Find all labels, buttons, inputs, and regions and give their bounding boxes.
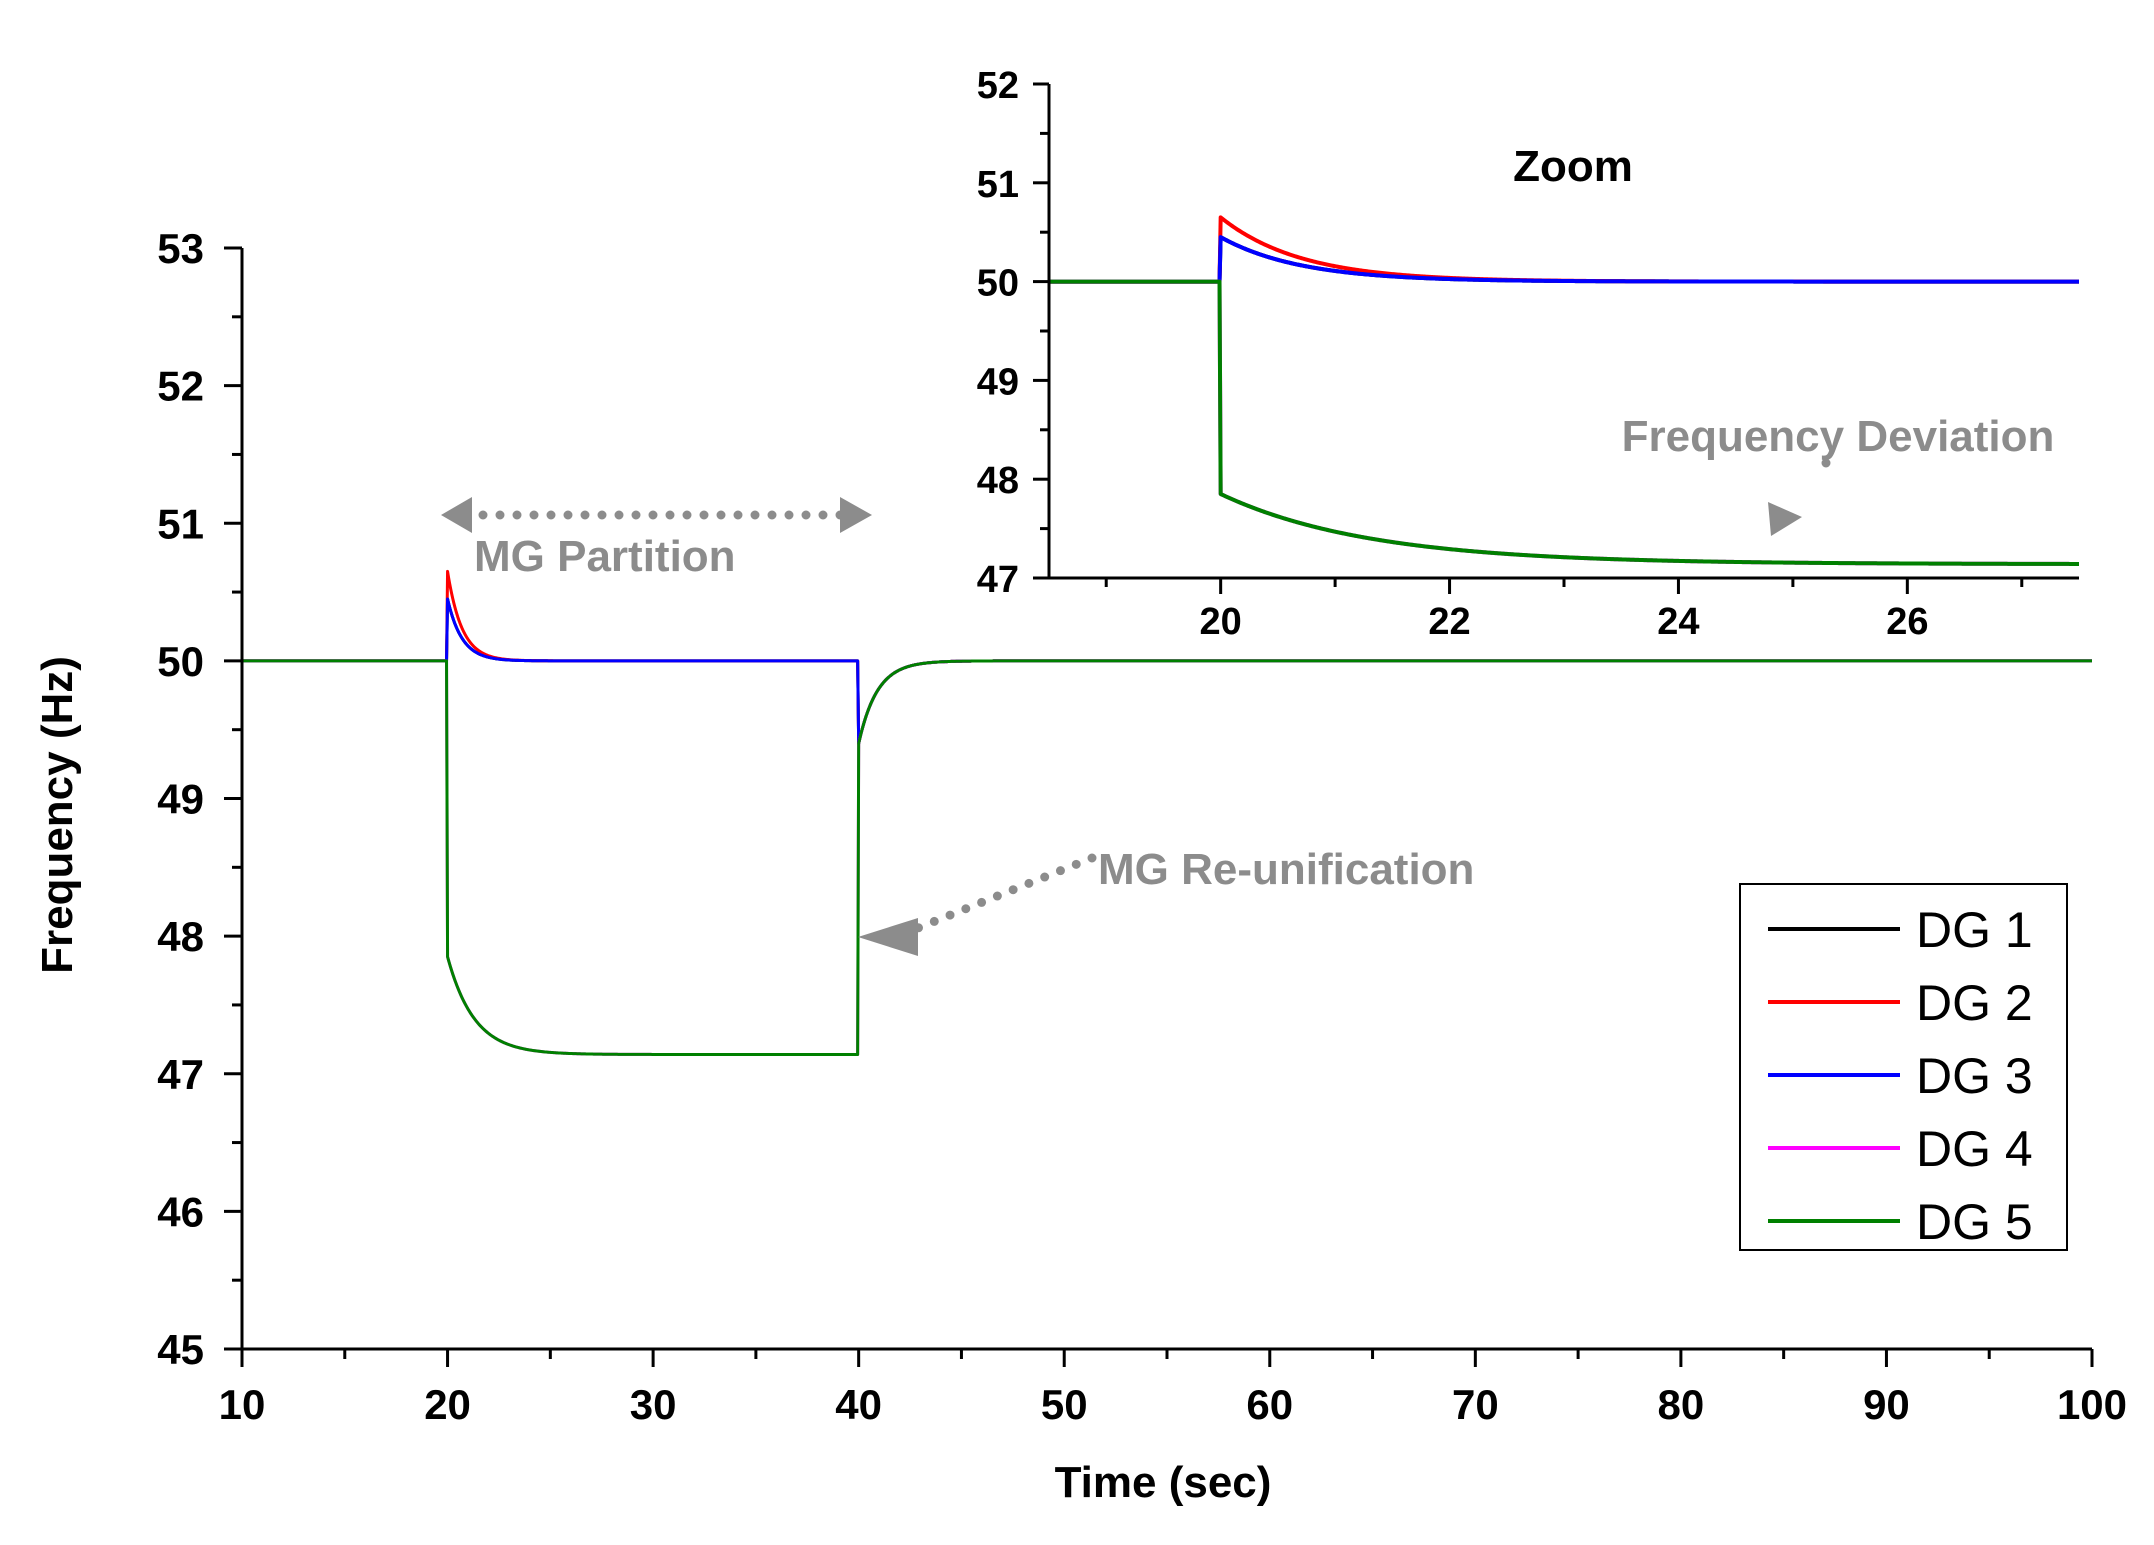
main-series-line-dg-1 <box>241 597 2093 745</box>
deviation-arrow <box>1815 458 1831 480</box>
inset-title: Zoom <box>1513 142 1633 191</box>
reunification-arrow <box>903 853 1097 937</box>
main-y-tick-label: 46 <box>157 1188 204 1235</box>
main-y-tick-label: 49 <box>157 776 204 823</box>
main-y-tick-label: 53 <box>157 225 204 272</box>
main-x-tick-label: 20 <box>424 1381 471 1428</box>
reunification-arrow-head <box>858 918 918 956</box>
reunification-label: MG Re-unification <box>1098 845 1474 894</box>
inset-x-tick-label: 26 <box>1886 601 1928 643</box>
main-y-tick-label: 45 <box>157 1326 204 1373</box>
main-x-tick-label: 40 <box>835 1381 882 1428</box>
deviation-label: Frequency Deviation <box>1622 412 2055 461</box>
main-y-tick-label: 50 <box>157 638 204 685</box>
legend-item-dg-1: DG 1 <box>1768 902 2033 958</box>
legend-item-dg-4: DG 4 <box>1768 1121 2033 1177</box>
legend-label: DG 3 <box>1916 1048 2033 1104</box>
inset-y-tick-label: 49 <box>977 361 1019 403</box>
y-axis-title: Frequency (Hz) <box>33 656 82 974</box>
legend-box <box>1739 883 2068 1251</box>
inset-x-tick-label: 20 <box>1200 601 1242 643</box>
inset-x-axis-ticks: 20 22 24 26 <box>1104 578 2024 643</box>
main-y-tick-label: 51 <box>157 500 204 547</box>
main-x-tick-label: 50 <box>1041 1381 1088 1428</box>
main-x-tick-label: 70 <box>1452 1381 1499 1428</box>
inset-x-tick-label: 22 <box>1428 601 1470 643</box>
annotations-layer: MG Partition MG Re-unification <box>441 497 1474 956</box>
inset-y-axis-ticks: 47 48 49 50 51 52 <box>977 65 1049 601</box>
partition-arrow-head-left <box>441 497 472 533</box>
legend-label: DG 5 <box>1916 1194 2033 1250</box>
main-x-tick-label: 80 <box>1658 1381 1705 1428</box>
main-x-axis-ticks: 10 20 30 40 50 60 70 80 90 100 <box>219 1349 2127 1428</box>
deviation-arrow-head <box>1768 502 1802 536</box>
main-series-line-dg-3 <box>241 597 2093 745</box>
zoom-inset: 20 22 24 26 47 48 49 50 51 52 Zoom Frequency Dev… <box>977 65 2080 643</box>
x-axis-title: Time (sec) <box>1055 1458 1272 1507</box>
partition-arrow-head-right <box>840 497 872 533</box>
inset-series-layer <box>1048 215 2080 566</box>
main-y-tick-label: 47 <box>157 1051 204 1098</box>
legend-item-dg-3: DG 3 <box>1768 1048 2033 1104</box>
main-x-tick-label: 90 <box>1863 1381 1910 1428</box>
legend: DG 1 DG 2 DG 3 DG 4 DG 5 <box>1739 883 2068 1251</box>
main-series-line-dg-5 <box>241 659 2093 1056</box>
inset-x-tick-label: 24 <box>1657 601 1699 643</box>
legend-label: DG 4 <box>1916 1121 2033 1177</box>
inset-y-tick-label: 47 <box>977 559 1019 601</box>
main-x-tick-label: 60 <box>1246 1381 1293 1428</box>
main-series-line-dg-2 <box>241 569 2093 745</box>
legend-label: DG 1 <box>1916 902 2033 958</box>
main-x-tick-label: 100 <box>2057 1381 2127 1428</box>
inset-y-tick-label: 52 <box>977 65 1019 107</box>
main-y-tick-label: 48 <box>157 913 204 960</box>
main-x-tick-label: 10 <box>219 1381 266 1428</box>
main-x-tick-label: 30 <box>630 1381 677 1428</box>
inset-series-line-dg-5 <box>1048 279 2080 566</box>
inset-series-line-dg-3 <box>1048 235 2080 284</box>
main-y-tick-label: 52 <box>157 363 204 410</box>
inset-y-tick-label: 51 <box>977 164 1019 206</box>
legend-item-dg-5: DG 5 <box>1768 1194 2033 1250</box>
legend-label: DG 2 <box>1916 975 2033 1031</box>
inset-y-tick-label: 50 <box>977 263 1019 305</box>
legend-item-dg-2: DG 2 <box>1768 975 2033 1031</box>
main-y-axis-ticks: 45 46 47 48 49 50 51 52 53 <box>157 225 242 1373</box>
partition-label: MG Partition <box>474 532 736 581</box>
inset-y-tick-label: 48 <box>977 460 1019 502</box>
main-series-layer <box>241 569 2093 1056</box>
